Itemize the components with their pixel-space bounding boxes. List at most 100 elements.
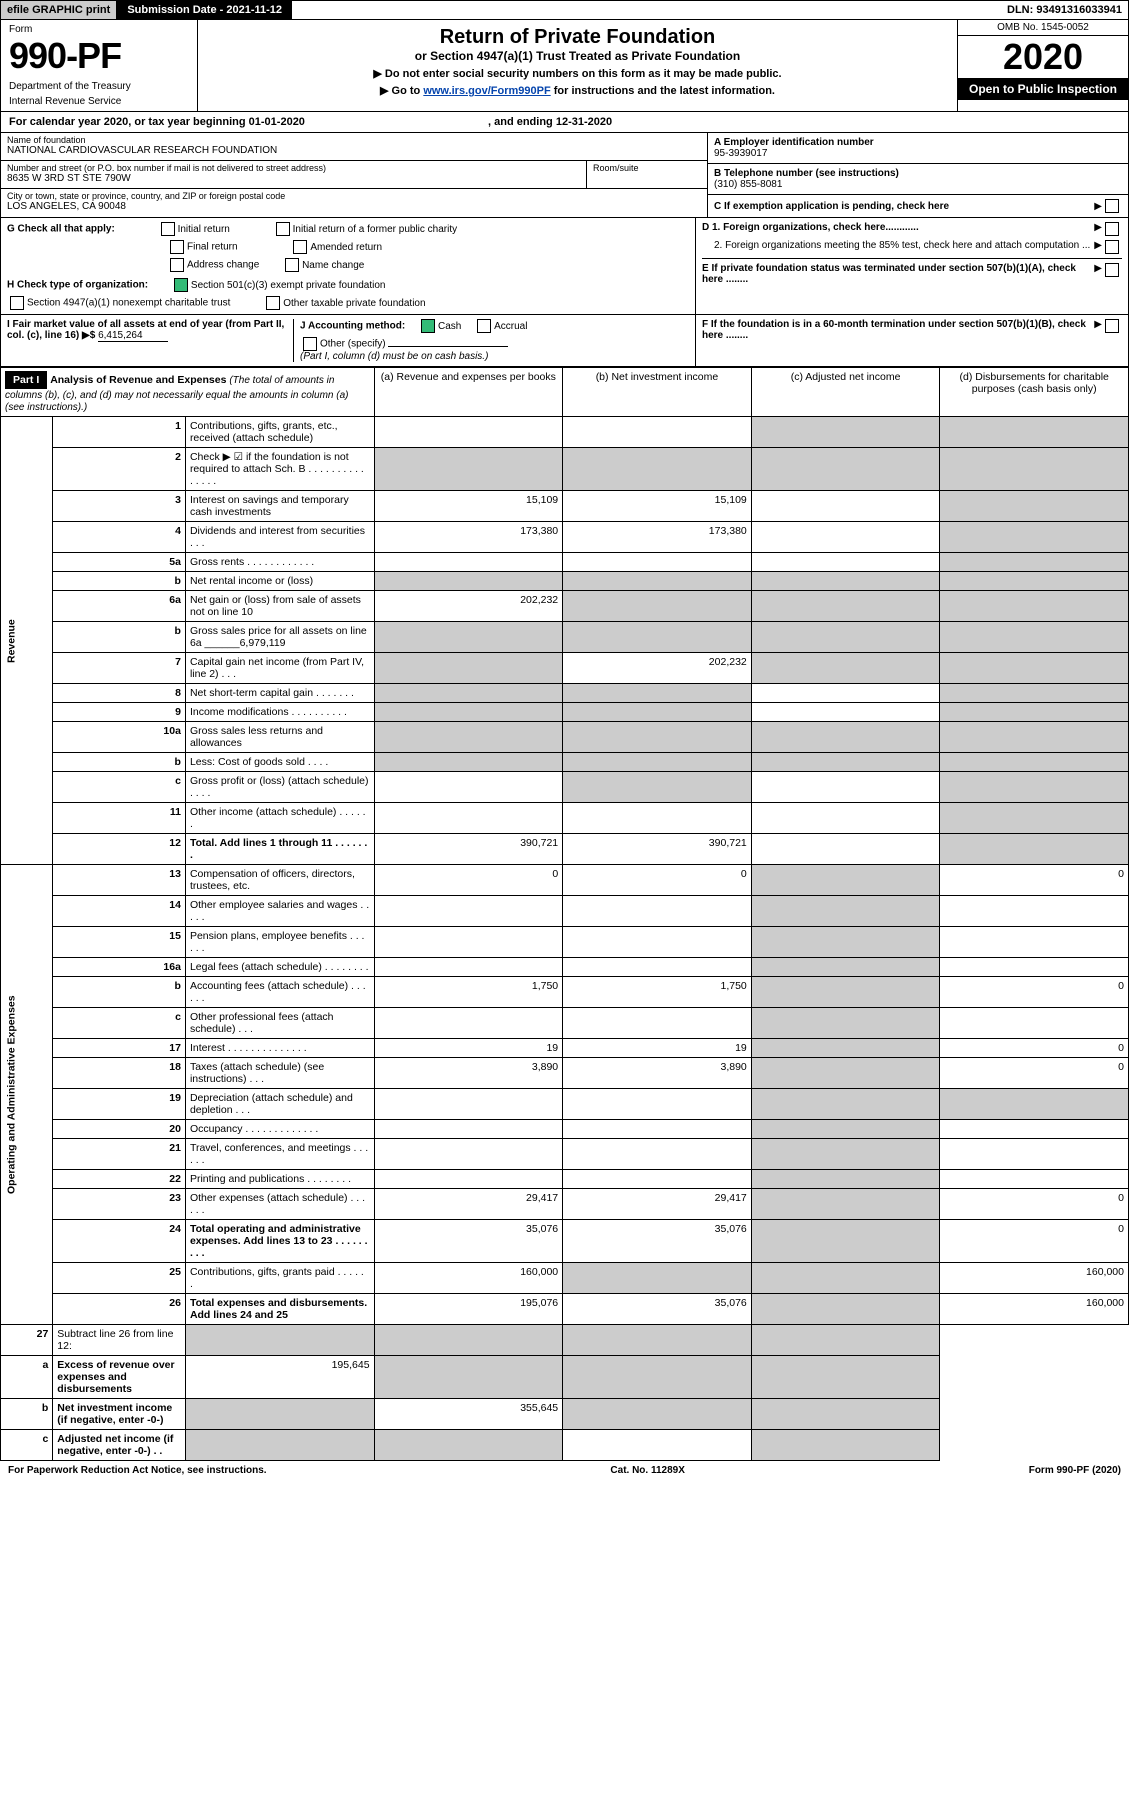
row-desc: Pension plans, employee benefits . . . .… bbox=[185, 927, 374, 958]
cell-value: 0 bbox=[374, 865, 563, 896]
cell-grey bbox=[940, 722, 1129, 753]
row-num: 11 bbox=[53, 803, 186, 834]
ein-value: 95-3939017 bbox=[714, 148, 1122, 159]
other-taxable-checkbox[interactable] bbox=[266, 296, 280, 310]
phone-value: (310) 855-8081 bbox=[714, 179, 1122, 190]
row-num: 24 bbox=[53, 1220, 186, 1263]
cell-value bbox=[940, 1120, 1129, 1139]
e-checkbox[interactable] bbox=[1105, 263, 1119, 277]
cell-grey bbox=[563, 753, 752, 772]
checks-right: D 1. Foreign organizations, check here..… bbox=[695, 218, 1128, 314]
efile-badge: efile GRAPHIC print bbox=[1, 1, 117, 19]
final-return-label: Final return bbox=[187, 242, 238, 253]
cell-value bbox=[940, 1170, 1129, 1189]
ssn-note: ▶ Do not enter social security numbers o… bbox=[204, 67, 951, 80]
cell-value: 19 bbox=[563, 1039, 752, 1058]
name-change-label: Name change bbox=[302, 260, 364, 271]
cell-value bbox=[563, 1139, 752, 1170]
phone-label: B Telephone number (see instructions) bbox=[714, 168, 1122, 179]
goto-post: for instructions and the latest informat… bbox=[551, 85, 775, 97]
cell-grey bbox=[374, 753, 563, 772]
cell-value: 0 bbox=[940, 865, 1129, 896]
row-desc: Net short-term capital gain . . . . . . … bbox=[185, 684, 374, 703]
arrow-icon: ▶ bbox=[1094, 240, 1102, 251]
cell-value: 1,750 bbox=[563, 977, 752, 1008]
cell-grey bbox=[940, 834, 1129, 865]
row-desc: Interest on savings and temporary cash i… bbox=[185, 491, 374, 522]
accrual-label: Accrual bbox=[494, 321, 527, 332]
h-label: H Check type of organization: bbox=[7, 280, 148, 291]
irs-label: Internal Revenue Service bbox=[9, 96, 189, 107]
cash-checkbox[interactable] bbox=[421, 319, 435, 333]
initial-former-checkbox[interactable] bbox=[276, 222, 290, 236]
cell-grey bbox=[751, 1039, 940, 1058]
foreign-org-checkbox[interactable] bbox=[1105, 222, 1119, 236]
row-desc: Printing and publications . . . . . . . … bbox=[185, 1170, 374, 1189]
cell-grey bbox=[185, 1430, 374, 1461]
initial-return-checkbox[interactable] bbox=[161, 222, 175, 236]
amended-checkbox[interactable] bbox=[293, 240, 307, 254]
form-ref: Form 990-PF (2020) bbox=[1029, 1465, 1121, 1476]
goto-pre: ▶ Go to bbox=[380, 85, 423, 97]
row-desc: Net investment income (if negative, ente… bbox=[53, 1399, 186, 1430]
cell-value: 35,076 bbox=[374, 1220, 563, 1263]
f-label: F If the foundation is in a 60-month ter… bbox=[702, 319, 1094, 341]
cell-grey bbox=[374, 722, 563, 753]
cell-value bbox=[563, 1120, 752, 1139]
row-num: 27 bbox=[1, 1325, 53, 1356]
row-desc: Total operating and administrative expen… bbox=[185, 1220, 374, 1263]
city-value: LOS ANGELES, CA 90048 bbox=[1, 201, 707, 216]
row-num: 7 bbox=[53, 653, 186, 684]
cell-grey bbox=[751, 1139, 940, 1170]
cell-value: 160,000 bbox=[940, 1263, 1129, 1294]
cash-label: Cash bbox=[438, 321, 461, 332]
exemption-checkbox[interactable] bbox=[1105, 199, 1119, 213]
cell-value bbox=[940, 958, 1129, 977]
form-header: Form 990-PF Department of the Treasury I… bbox=[0, 20, 1129, 112]
cell-grey bbox=[940, 591, 1129, 622]
row-num: b bbox=[53, 622, 186, 653]
cell-grey bbox=[751, 1089, 940, 1120]
row-num: 4 bbox=[53, 522, 186, 553]
instructions-link[interactable]: www.irs.gov/Form990PF bbox=[423, 85, 550, 97]
ein-label: A Employer identification number bbox=[714, 137, 1122, 148]
row-desc: Check ▶ ☑ if the foundation is not requi… bbox=[185, 448, 374, 491]
row-num: 26 bbox=[53, 1294, 186, 1325]
cell-grey bbox=[751, 1399, 940, 1430]
entity-right: A Employer identification number 95-3939… bbox=[707, 133, 1128, 217]
omb-number: OMB No. 1545-0052 bbox=[958, 20, 1128, 36]
cell-grey bbox=[374, 703, 563, 722]
4947-checkbox[interactable] bbox=[10, 296, 24, 310]
other-method-checkbox[interactable] bbox=[303, 337, 317, 351]
cell-value bbox=[940, 927, 1129, 958]
row-num: 1 bbox=[53, 417, 186, 448]
row-num: 6a bbox=[53, 591, 186, 622]
d2-label: 2. Foreign organizations meeting the 85%… bbox=[702, 240, 1094, 251]
form-title-block: Return of Private Foundation or Section … bbox=[198, 20, 957, 111]
f-checkbox[interactable] bbox=[1105, 319, 1119, 333]
name-change-checkbox[interactable] bbox=[285, 258, 299, 272]
part1-title: Analysis of Revenue and Expenses bbox=[50, 374, 226, 386]
row-num: c bbox=[53, 772, 186, 803]
cell-value bbox=[751, 553, 940, 572]
address-change-checkbox[interactable] bbox=[170, 258, 184, 272]
final-return-checkbox[interactable] bbox=[170, 240, 184, 254]
foreign-85-checkbox[interactable] bbox=[1105, 240, 1119, 254]
cell-grey bbox=[563, 722, 752, 753]
cell-grey bbox=[751, 448, 940, 491]
cell-grey bbox=[374, 653, 563, 684]
row-desc: Capital gain net income (from Part IV, l… bbox=[185, 653, 374, 684]
cell-value: 0 bbox=[940, 1058, 1129, 1089]
accrual-checkbox[interactable] bbox=[477, 319, 491, 333]
cell-value bbox=[374, 417, 563, 448]
cell-value: 173,380 bbox=[563, 522, 752, 553]
cell-grey bbox=[563, 591, 752, 622]
cell-grey bbox=[185, 1325, 374, 1356]
row-num: c bbox=[53, 1008, 186, 1039]
cell-grey bbox=[751, 1189, 940, 1220]
cell-grey bbox=[563, 572, 752, 591]
501c3-checkbox[interactable] bbox=[174, 278, 188, 292]
address-change-label: Address change bbox=[187, 260, 259, 271]
col-b-header: (b) Net investment income bbox=[563, 368, 752, 417]
g-h-row: G Check all that apply: Initial return I… bbox=[0, 218, 1129, 315]
